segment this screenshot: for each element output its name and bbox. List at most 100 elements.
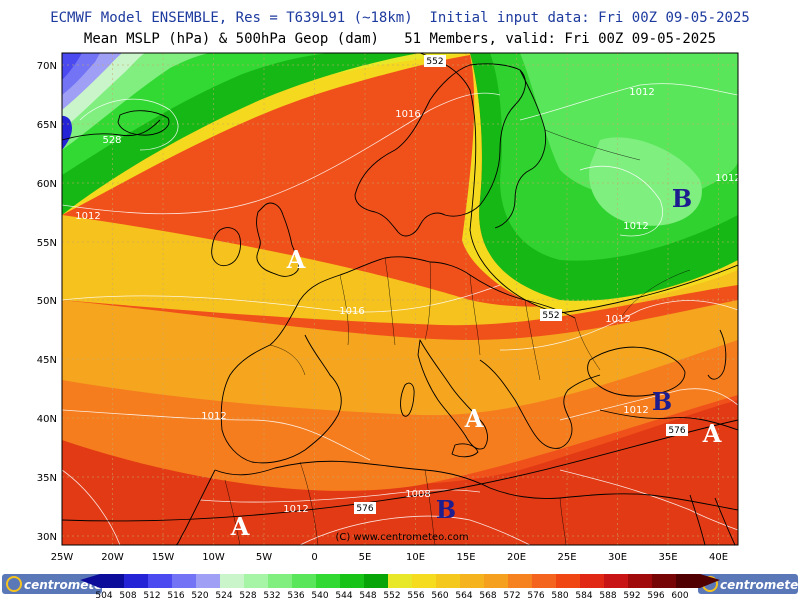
colorbar-swatch [508, 574, 533, 588]
colorbar-label: 528 [239, 591, 256, 600]
lon-label: 20E [507, 552, 526, 563]
colorbar-label: 560 [431, 591, 448, 600]
isobar-label: 1016 [339, 306, 364, 317]
lat-label: 35N [37, 473, 57, 484]
lon-label: 35E [658, 552, 677, 563]
high-pressure-east: A [702, 419, 722, 448]
colorbar-label: 540 [311, 591, 328, 600]
isobar-label: 1008 [405, 489, 430, 500]
isobar-label: 1016 [395, 109, 420, 120]
colorbar-label: 548 [359, 591, 376, 600]
colorbar-swatch [628, 574, 653, 588]
colorbar-swatch [340, 574, 365, 588]
colorbar-swatch [460, 574, 485, 588]
colorbar-label: 588 [599, 591, 616, 600]
svg-text:centrometeo: centrometeo [720, 578, 800, 592]
colorbar-swatch [244, 574, 269, 588]
lat-label: 45N [37, 355, 57, 366]
lat-label: 40N [37, 414, 57, 425]
colorbar: centrometeo centrometeo 504 508 512 516 520 5… [0, 572, 800, 600]
colorbar-label: 584 [575, 591, 592, 600]
colorbar-arrow-left [80, 574, 100, 588]
lon-label: 25E [557, 552, 576, 563]
map-fields: A A A A B B B 1012 1016 1012 1016 1012 1… [62, 53, 740, 545]
lon-label: 15W [152, 552, 175, 563]
lon-label: 5W [256, 552, 272, 563]
lon-label: 25W [51, 552, 74, 563]
geop-label: 552 [540, 309, 562, 321]
colorbar-swatch [364, 574, 389, 588]
colorbar-swatch [124, 574, 149, 588]
chart-title: ECMWF Model ENSEMBLE, Res = T639L91 (~18… [50, 10, 750, 26]
high-pressure-italy: A [464, 404, 484, 433]
colorbar-label: 556 [407, 591, 424, 600]
copyright-text: (C) www.centrometeo.com [335, 532, 468, 543]
colorbar-label: 600 [671, 591, 688, 600]
lat-label: 55N [37, 238, 57, 249]
colorbar-label: 576 [527, 591, 544, 600]
lat-label: 70N [37, 61, 57, 72]
colorbar-label: 572 [503, 591, 520, 600]
chart-subtitle: Mean MSLP (hPa) & 500hPa Geop (dam) 51 M… [83, 31, 717, 47]
colorbar-swatch [652, 574, 677, 588]
map-frame [61, 52, 739, 546]
colorbar-label: 580 [551, 591, 568, 600]
svg-text:576: 576 [356, 504, 373, 514]
colorbar-label: 552 [383, 591, 400, 600]
colorbar-swatch [412, 574, 437, 588]
geop-label: 576 [666, 424, 688, 436]
colorbar-label: 508 [119, 591, 136, 600]
colorbar-swatch [196, 574, 221, 588]
lat-label: 30N [37, 532, 57, 543]
lat-label: 65N [37, 120, 57, 131]
colorbar-swatch [604, 574, 629, 588]
colorbar-swatch [388, 574, 413, 588]
lon-label: 15E [456, 552, 475, 563]
colorbar-label: 536 [287, 591, 304, 600]
colorbar-label: 596 [647, 591, 664, 600]
colorbar-label: 520 [191, 591, 208, 600]
geop-label: 552 [424, 55, 446, 67]
logo-right: centrometeo [698, 574, 800, 594]
colorbar-swatch [676, 574, 701, 588]
lon-label: 20W [101, 552, 124, 563]
colorbar-swatch [148, 574, 173, 588]
lon-label: 5E [359, 552, 372, 563]
colorbar-swatch [316, 574, 341, 588]
colorbar-label: 568 [479, 591, 496, 600]
isobar-label: 1012 [715, 173, 740, 184]
svg-text:576: 576 [668, 426, 685, 436]
colorbar-swatch [556, 574, 581, 588]
svg-text:528: 528 [102, 135, 121, 146]
lat-label: 50N [37, 296, 57, 307]
isobar-label: 1012 [623, 405, 648, 416]
lat-label: 60N [37, 179, 57, 190]
colorbar-arrow-right [700, 574, 720, 588]
colorbar-swatch [484, 574, 509, 588]
geop-label: 576 [354, 502, 376, 514]
colorbar-label: 544 [335, 591, 352, 600]
colorbar-label: 524 [215, 591, 232, 600]
isobar-label: 1012 [283, 504, 308, 515]
lon-label: 30E [608, 552, 627, 563]
isobar-label: 1012 [629, 87, 654, 98]
lon-label: 0 [311, 552, 317, 563]
svg-text:552: 552 [542, 311, 559, 321]
colorbar-swatch [172, 574, 197, 588]
colorbar-label: 532 [263, 591, 280, 600]
low-pressure-libya: B [436, 495, 456, 524]
isobar-label: 1012 [605, 314, 630, 325]
colorbar-label: 512 [143, 591, 160, 600]
colorbar-label: 504 [95, 591, 112, 600]
low-pressure-russia: B [672, 184, 692, 213]
lon-label: 40E [709, 552, 728, 563]
colorbar-label: 564 [455, 591, 472, 600]
colorbar-label: 592 [623, 591, 640, 600]
geop-label: 528 [102, 135, 121, 146]
lon-label: 10E [406, 552, 425, 563]
colorbar-swatch [436, 574, 461, 588]
colorbar-swatch [532, 574, 557, 588]
colorbar-swatch [580, 574, 605, 588]
high-pressure-uk: A [286, 245, 306, 274]
